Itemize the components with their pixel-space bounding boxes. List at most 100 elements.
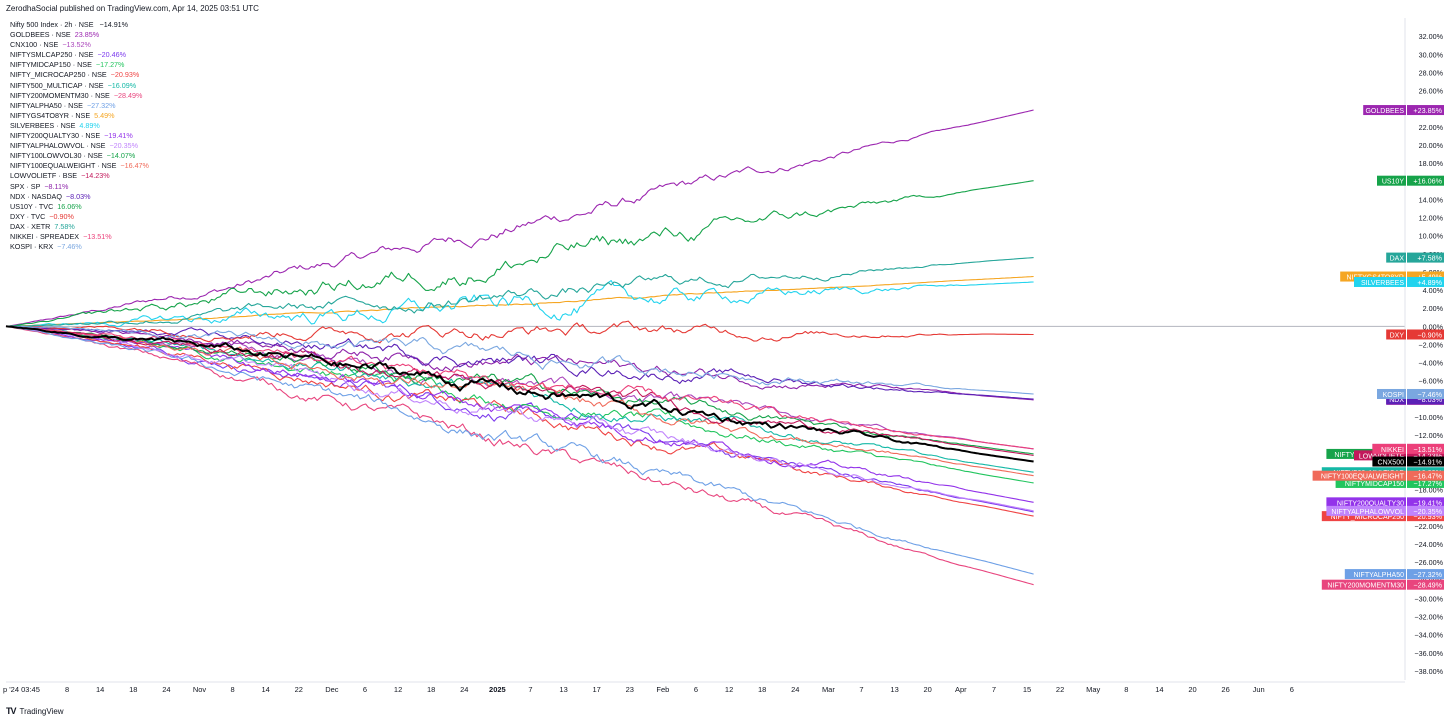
x-tick-label: 7 (528, 685, 532, 694)
legend-series-name: US10Y · TVC (10, 201, 54, 211)
price-tag-name-box (1386, 329, 1406, 340)
price-tag-name-box (1372, 443, 1406, 454)
price-tag-value-box (1407, 252, 1444, 263)
price-tag-value-box (1407, 456, 1444, 467)
price-tag-name-box (1335, 477, 1406, 488)
series-line-cnx500[interactable] (5, 325, 1034, 463)
x-tick-label: 22 (295, 685, 303, 694)
x-tick-label: 2025 (489, 685, 506, 694)
x-tick-label: 18 (758, 685, 766, 694)
legend-row[interactable]: NIFTYALPHALOWVOL · NSE −20.35% (10, 141, 149, 151)
legend-row[interactable]: CNX100 · NSE −13.52% (10, 40, 149, 50)
price-tag-dxy: −0.90% DXY (1386, 329, 1444, 340)
x-tick-label: 15 (1023, 685, 1031, 694)
y-tick-label: 26.00% (1419, 87, 1444, 96)
legend-series-value: −14.23% (81, 171, 110, 181)
price-tag-name-box (1377, 388, 1406, 399)
series-line-nifty200momentm30[interactable] (5, 325, 1034, 586)
series-line-niftyalpha50[interactable] (5, 325, 1034, 575)
series-line-nifty500_multicap[interactable] (5, 325, 1034, 473)
price-tag-value: −7.46% (1417, 390, 1442, 399)
legend-series-name: KOSPI · KRX (10, 242, 54, 252)
x-tick-label: 14 (96, 685, 104, 694)
series-line-us10y[interactable] (5, 180, 1034, 327)
price-tag-name: NIFTYALPHALOWVOL (1331, 509, 1404, 516)
series-line-niftyalphalowvol[interactable] (5, 325, 1034, 512)
legend-series-value: −14.07% (106, 151, 136, 161)
legend-series-value: −0.90% (49, 211, 74, 221)
y-tick-label: −10.00% (1414, 413, 1443, 422)
legend-row[interactable]: NIFTYGS4TO8YR · NSE 5.49% (10, 111, 149, 121)
series-line-dax[interactable] (5, 257, 1034, 327)
legend-row[interactable]: GOLDBEES · NSE 23.85% (10, 30, 149, 40)
x-tick-label: 24 (791, 685, 799, 694)
legend-row[interactable]: DXY · TVC −0.90% (10, 212, 149, 222)
legend-series-name: NIFTY100EQUALWEIGHT · NSE (10, 161, 117, 171)
legend-row[interactable]: NIFTY_MICROCAP250 · NSE −20.93% (10, 70, 149, 80)
series-line-goldbees[interactable] (5, 109, 1034, 327)
legend-series-value: 16.06% (57, 201, 82, 211)
price-tag-value-box (1407, 394, 1444, 405)
legend-series-value: −13.52% (62, 40, 91, 50)
legend-series-value: 7.58% (54, 221, 75, 231)
x-tick-label: Dec (325, 685, 339, 694)
legend-row[interactable]: NIFTYMIDCAP150 · NSE −17.27% (10, 60, 149, 70)
legend-row[interactable]: NIFTY200QUALTY30 · NSE −19.41% (10, 131, 149, 141)
price-tag-value-box (1407, 477, 1444, 488)
legend-row[interactable]: KOSPI · KRX −7.46% (10, 242, 149, 252)
price-tag-value-box (1407, 497, 1444, 508)
footer-brand[interactable]: TradingView (19, 706, 64, 716)
legend-row[interactable]: US10Y · TVC 16.06% (10, 202, 149, 212)
legend-row[interactable]: NIFTYSMLCAP250 · NSE −20.46% (10, 50, 149, 60)
series-line-ndx[interactable] (5, 325, 1034, 400)
legend-title-row: Nifty 500 Index · 2h · NSE −14.91% (10, 20, 149, 30)
legend-series-name: NIFTYGS4TO8YR · NSE (10, 110, 91, 120)
price-tag-niftyalphalowvol: −20.35% NIFTYALPHALOWVOL (1326, 505, 1444, 516)
price-tag-name: CNX500 (1378, 460, 1405, 467)
price-tag-nifty_microcap250: −20.93% NIFTY_MICROCAP250 (1321, 511, 1444, 522)
series-line-dxy[interactable] (6, 320, 1034, 344)
series-line-niftysmlcap250[interactable] (5, 325, 1034, 513)
legend-row[interactable]: NDX · NASDAQ −8.03% (10, 192, 149, 202)
series-line-lowvolietf[interactable] (5, 325, 1034, 456)
price-tag-value: −19.41% (1413, 498, 1442, 507)
legend-row[interactable]: NIFTY500_MULTICAP · NSE −16.09% (10, 81, 149, 91)
legend-row[interactable]: NIFTY100EQUALWEIGHT · NSE −16.47% (10, 161, 149, 171)
price-tag-name: NIFTYMIDCAP150 (1345, 481, 1404, 488)
legend-row[interactable]: DAX · XETR 7.58% (10, 222, 149, 232)
price-tag-name-box (1326, 505, 1406, 516)
x-tick-label: 17 (593, 685, 601, 694)
legend-row[interactable]: SILVERBEES · NSE 4.89% (10, 121, 149, 131)
price-tag-ndx: −8.03% NDX (1386, 394, 1444, 405)
x-tick-label: Apr (955, 685, 967, 694)
series-line-nikkei[interactable] (5, 325, 1034, 450)
price-tag-value-box (1407, 511, 1444, 522)
series-line-nifty200qualty30[interactable] (5, 325, 1034, 503)
series-line-nifty100equalweight[interactable] (5, 325, 1034, 477)
y-tick-label: 0.00% (1423, 322, 1444, 331)
price-tag-name-box (1372, 456, 1406, 467)
legend-row[interactable]: SPX · SP −8.11% (10, 182, 149, 192)
legend-row[interactable]: LOWVOLIETF · BSE −14.23% (10, 171, 149, 181)
series-line-nifty_microcap250[interactable] (5, 325, 1034, 517)
series-line-silverbees[interactable] (5, 280, 1034, 328)
footer[interactable]: TV TradingView (6, 706, 64, 716)
x-tick-label: 6 (694, 685, 698, 694)
price-tag-value: −16.47% (1413, 472, 1442, 481)
series-line-kospi[interactable] (5, 325, 1034, 395)
legend-series-name: NIFTYALPHA50 · NSE (10, 100, 83, 110)
tradingview-logo-icon: TV (6, 706, 16, 716)
y-tick-label: 30.00% (1419, 50, 1444, 59)
price-tag-value: +4.89% (1417, 278, 1442, 287)
legend-series-name: NIFTYALPHALOWVOL · NSE (10, 141, 106, 151)
series-line-niftygs4to8yr[interactable] (5, 275, 1034, 327)
legend-row[interactable]: NIFTYALPHA50 · NSE −27.32% (10, 101, 149, 111)
legend-row[interactable]: NIKKEI · SPREADEX −13.51% (10, 232, 149, 242)
price-tag-name: NIFTY200MOMENTM30 (1327, 583, 1404, 590)
legend-series-value: −16.09% (107, 80, 137, 90)
x-tick-label: 13 (559, 685, 567, 694)
legend-row[interactable]: NIFTY200MOMENTM30 · NSE −28.49% (10, 91, 149, 101)
price-tag-value-box (1407, 276, 1444, 287)
legend-row[interactable]: NIFTY100LOWVOL30 · NSE −14.07% (10, 151, 149, 161)
